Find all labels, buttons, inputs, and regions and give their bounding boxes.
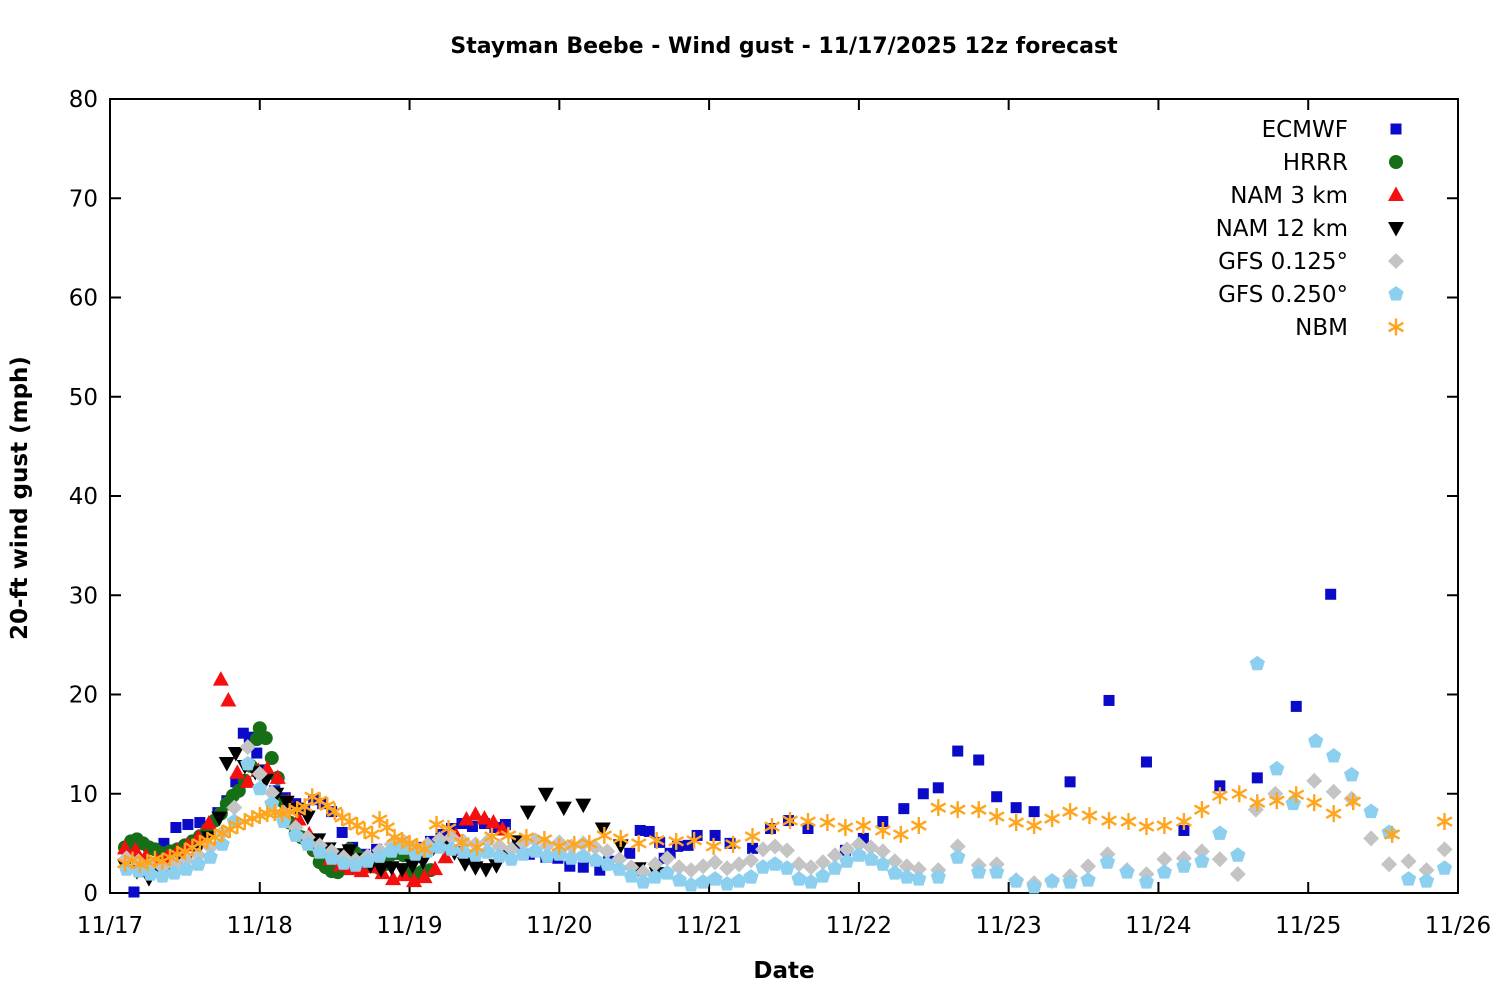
x-tick-label: 11/26 — [1425, 913, 1491, 939]
y-tick-label: 10 — [69, 782, 98, 808]
legend-label-nam-3-km: NAM 3 km — [1230, 183, 1348, 209]
x-tick-label: 11/24 — [1125, 913, 1191, 939]
y-axis-label: 20-ft wind gust (mph) — [7, 356, 33, 640]
y-tick-label: 20 — [69, 683, 98, 709]
legend-label-gfs-0-125: GFS 0.125° — [1218, 249, 1348, 275]
x-tick-label: 11/21 — [676, 913, 742, 939]
y-tick-label: 30 — [69, 583, 98, 609]
legend-label-hrrr: HRRR — [1283, 150, 1348, 176]
legend-label-nam-12-km: NAM 12 km — [1216, 216, 1348, 242]
y-tick-label: 80 — [69, 87, 98, 113]
x-tick-label: 11/17 — [77, 913, 143, 939]
x-axis-label: Date — [753, 958, 815, 984]
x-tick-label: 11/25 — [1275, 913, 1341, 939]
x-tick-label: 11/19 — [376, 913, 442, 939]
y-tick-label: 0 — [83, 881, 98, 907]
series-nbm — [116, 785, 1453, 873]
y-tick-label: 70 — [69, 186, 98, 212]
y-tick-label: 50 — [69, 385, 98, 411]
legend-label-gfs-0-250: GFS 0.250° — [1218, 282, 1348, 308]
legend-label-nbm: NBM — [1295, 315, 1348, 341]
x-tick-label: 11/22 — [826, 913, 892, 939]
x-tick-label: 11/20 — [526, 913, 592, 939]
x-tick-label: 11/18 — [227, 913, 293, 939]
x-tick-label: 11/23 — [976, 913, 1042, 939]
y-tick-label: 60 — [69, 286, 98, 312]
y-tick-label: 40 — [69, 484, 98, 510]
chart-title: Stayman Beebe - Wind gust - 11/17/2025 1… — [450, 34, 1118, 59]
legend: ECMWF HRRR NAM 3 km NAM 12 km GFS 0.125° GFS … — [1216, 117, 1404, 341]
legend-label-ecmwf: ECMWF — [1262, 117, 1348, 143]
